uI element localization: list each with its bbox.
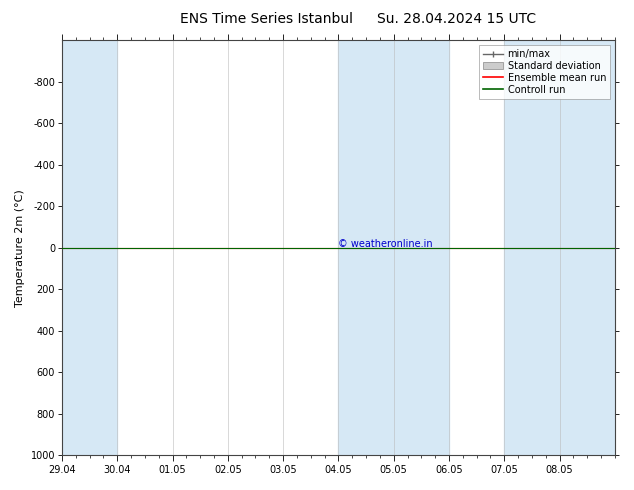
Bar bbox=[62, 40, 117, 455]
Y-axis label: Temperature 2m (°C): Temperature 2m (°C) bbox=[15, 189, 25, 307]
Bar bbox=[504, 40, 615, 455]
Text: Su. 28.04.2024 15 UTC: Su. 28.04.2024 15 UTC bbox=[377, 12, 536, 26]
Legend: min/max, Standard deviation, Ensemble mean run, Controll run: min/max, Standard deviation, Ensemble me… bbox=[479, 45, 610, 98]
Text: © weatheronline.in: © weatheronline.in bbox=[339, 240, 433, 249]
Text: ENS Time Series Istanbul: ENS Time Series Istanbul bbox=[180, 12, 353, 26]
Bar bbox=[339, 40, 449, 455]
